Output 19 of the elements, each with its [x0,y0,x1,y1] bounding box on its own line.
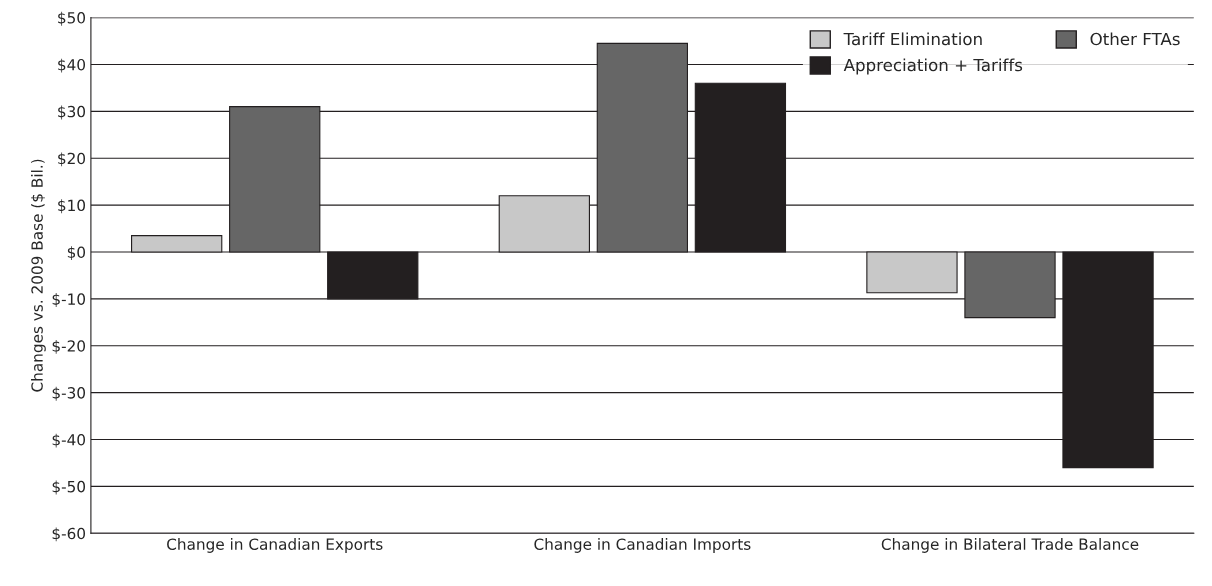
x-tick-label: Change in Canadian Imports [534,538,751,553]
y-tick-label: $30 [58,105,86,120]
legend-label: Appreciation + Tariffs [843,58,1023,75]
y-tick-label: $50 [58,11,86,26]
y-tick-label: $0 [67,246,86,261]
y-tick-label: $-20 [52,339,86,354]
y-tick-label: $-30 [52,386,86,401]
x-tick-label: Change in Bilateral Trade Balance [881,538,1139,553]
y-tick-label: $40 [58,58,86,73]
y-tick-label: $20 [58,152,86,167]
y-tick-label: $-50 [52,480,86,495]
y-axis-title: Changes vs. 2009 Base ($ Bil.) [31,159,46,392]
y-tick-label: $-60 [52,527,86,542]
legend-label: Tariff Elimination [843,32,982,46]
y-tick-label: $-40 [52,433,86,448]
x-tick-label: Change in Canadian Exports [167,538,383,553]
y-tick-label: $10 [58,199,86,214]
legend-label: Other FTAs [1090,32,1180,46]
y-tick-label: $-10 [52,293,86,307]
